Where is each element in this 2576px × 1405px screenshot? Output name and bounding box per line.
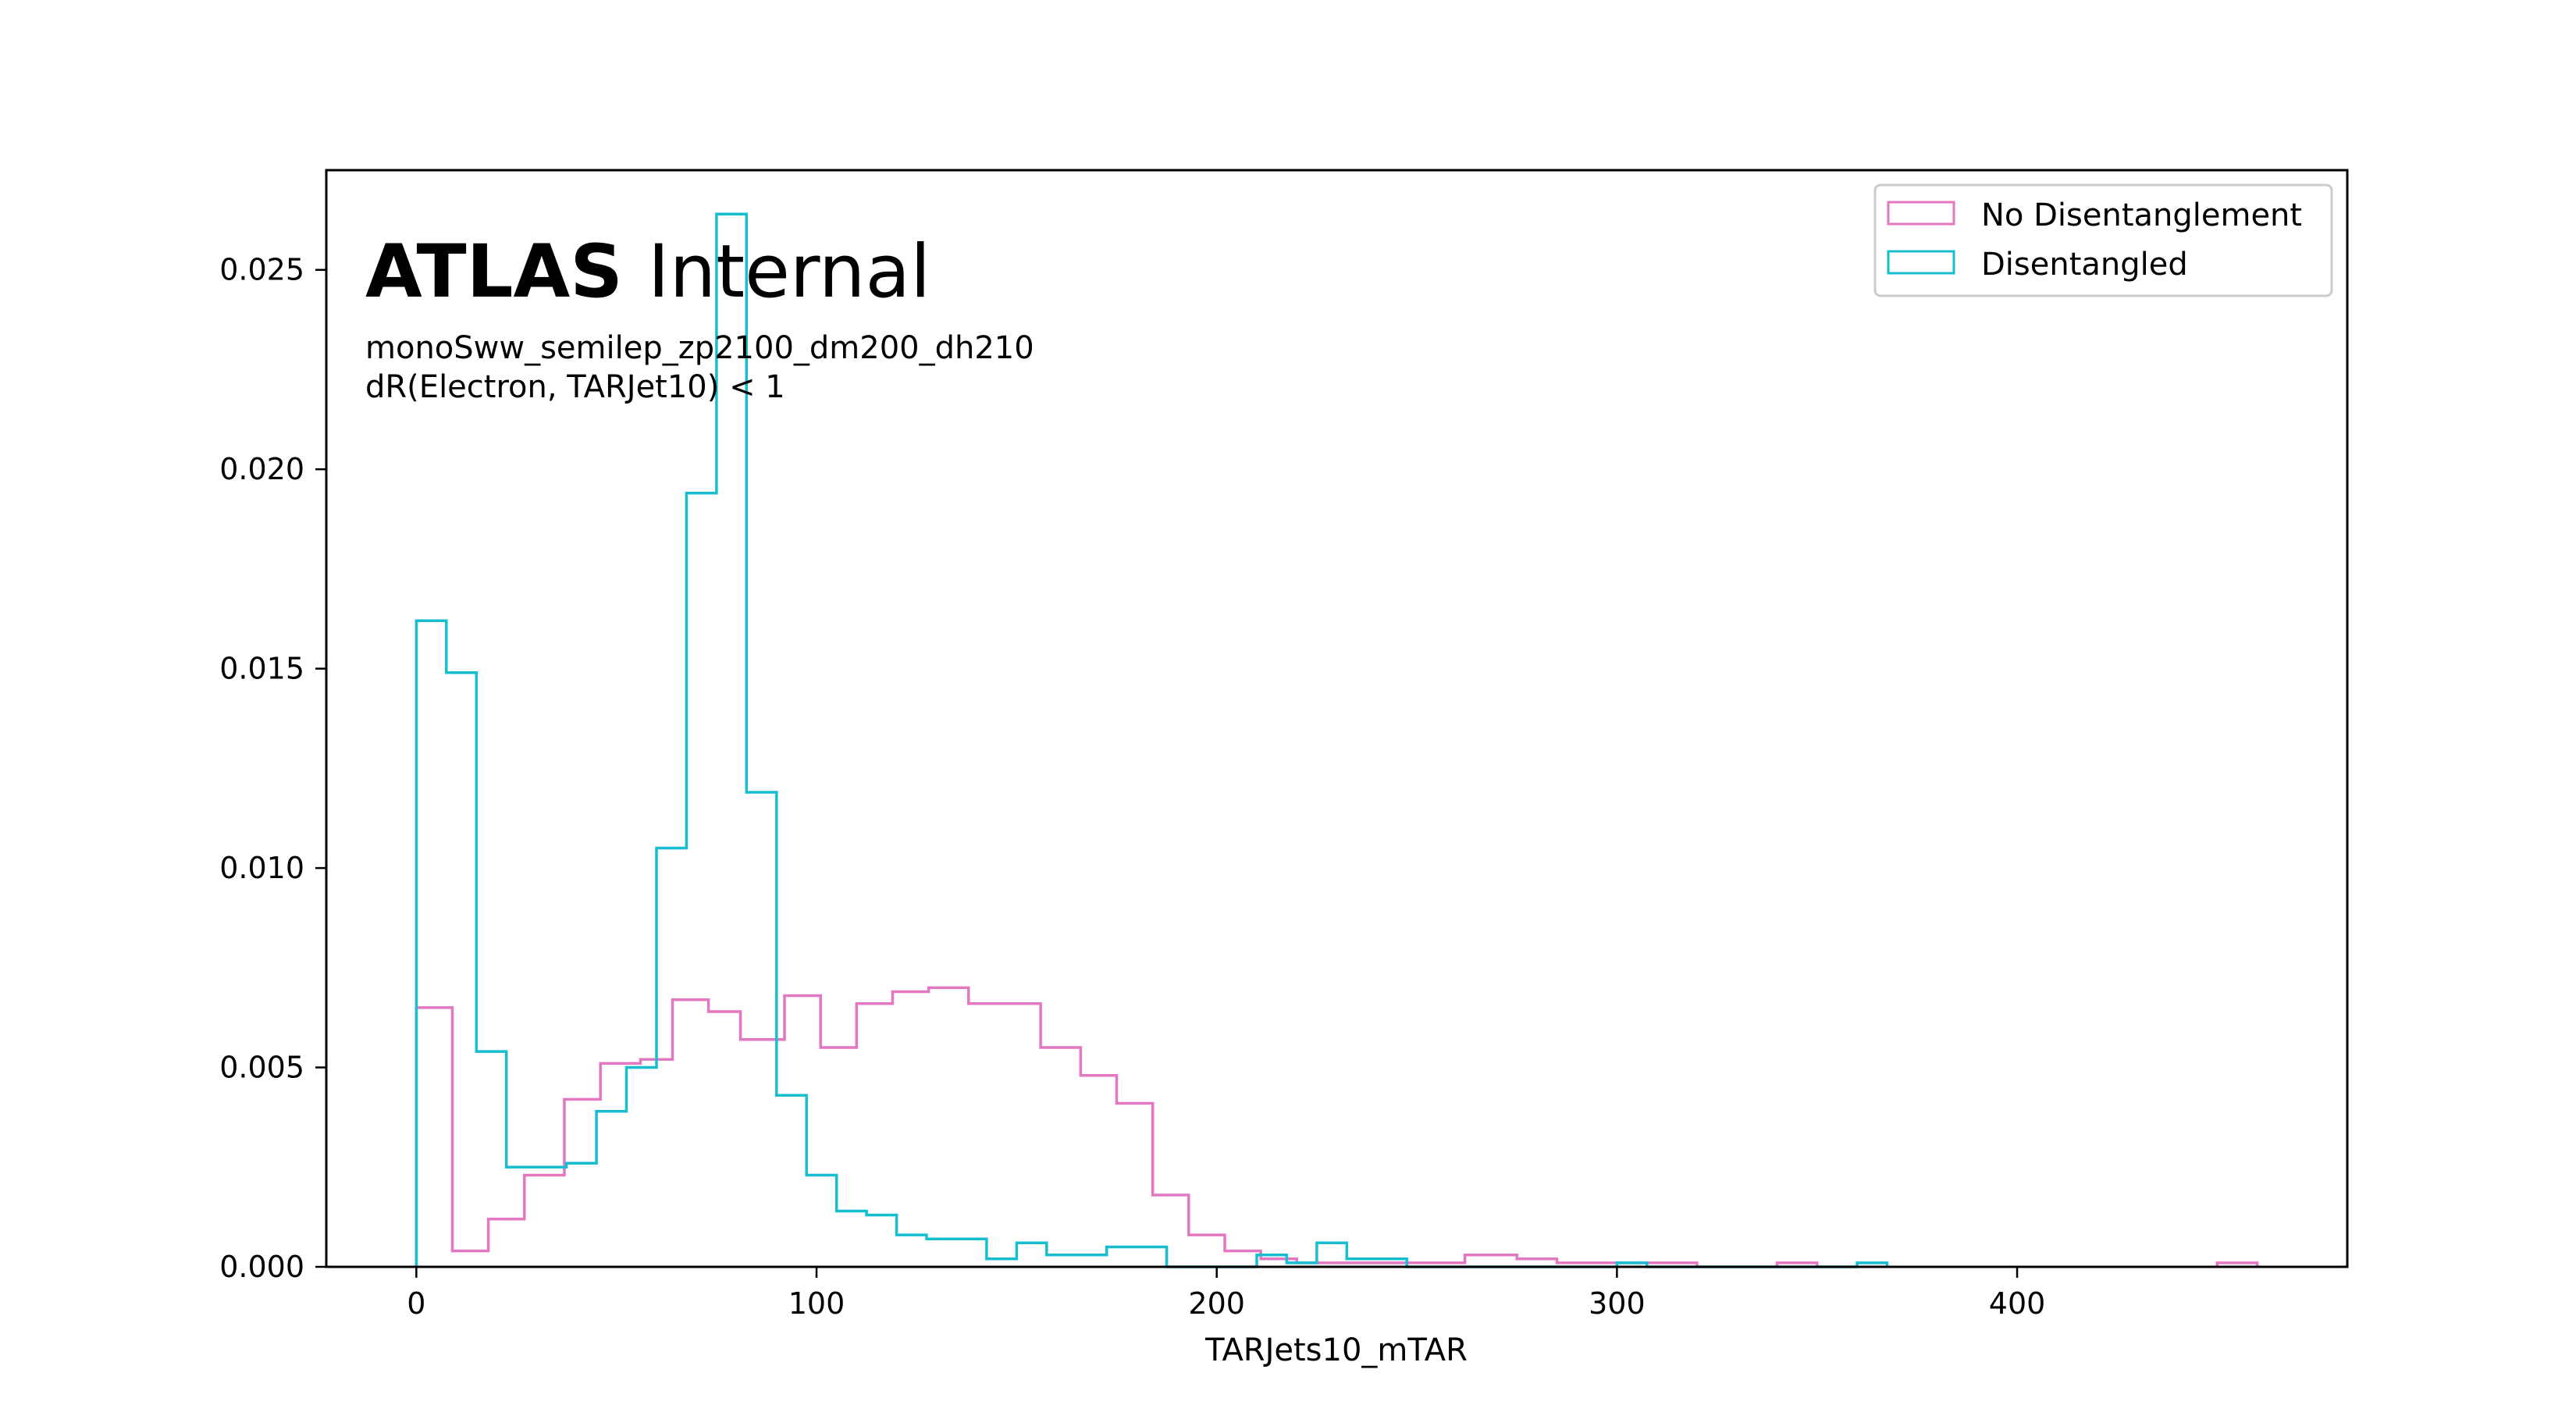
y-axis: 0.000 0.005 0.010 0.015 0.020 0.025	[219, 253, 326, 1284]
plot-frame	[325, 169, 2349, 1268]
selection-cut-text: dR(Electron, TARJet10) < 1	[365, 369, 785, 405]
series-layer	[415, 212, 2259, 1268]
y-tick-label: 0.025	[219, 253, 304, 287]
y-tick-label: 0.000	[219, 1250, 304, 1284]
x-axis: 0 100 200 300 400	[407, 1267, 2045, 1321]
svg-text:ATLAS Internal: ATLAS Internal	[365, 229, 930, 315]
legend-label-no-disentanglement: No Disentanglement	[1981, 197, 2302, 233]
x-tick-label: 300	[1589, 1286, 1646, 1321]
legend-box	[1873, 183, 2333, 297]
x-tick-label: 100	[788, 1286, 845, 1321]
y-tick-label: 0.010	[219, 851, 304, 885]
legend-label-disentangled: Disentangled	[1981, 247, 2188, 283]
x-axis-label: TARJets10_mTAR	[1204, 1332, 1468, 1368]
x-tick-label: 400	[1989, 1286, 2046, 1321]
y-tick-label: 0.005	[219, 1051, 304, 1085]
atlas-experiment-text: ATLAS	[365, 229, 623, 315]
legend: No Disentanglement Disentangled	[1873, 183, 2333, 297]
atlas-label: ATLAS Internal monoSww_semilep_zp2100_dm…	[365, 229, 1034, 405]
sample-name-text: monoSww_semilep_zp2100_dm200_dh210	[365, 330, 1034, 366]
series-line-disentangled	[415, 212, 1889, 1268]
legend-swatch-disentangled	[1887, 250, 1955, 275]
atlas-status-text: Internal	[648, 229, 930, 315]
x-tick-label: 200	[1188, 1286, 1245, 1321]
y-tick-label: 0.015	[219, 652, 304, 686]
legend-swatch-no-disentanglement	[1887, 201, 1955, 226]
x-tick-label: 0	[407, 1286, 425, 1321]
y-tick-label: 0.020	[219, 452, 304, 486]
